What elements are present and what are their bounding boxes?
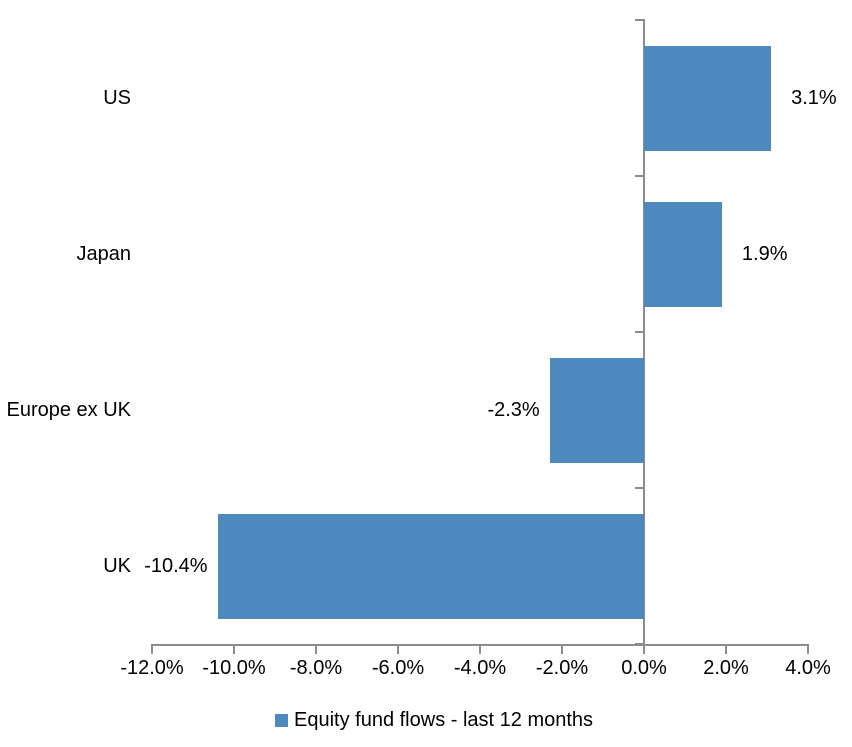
legend-marker-square [275, 713, 288, 727]
x-axis-tick [315, 644, 317, 654]
bar-japan [644, 201, 722, 307]
x-axis-tick [807, 644, 809, 654]
x-axis-tick [479, 644, 481, 654]
value-label-japan: 1.9% [741, 243, 788, 265]
x-axis-tick-label: 2.0% [703, 657, 749, 679]
category-label-europe-ex-uk: Europe ex UK [6, 399, 131, 421]
x-axis-tick-label: 0.0% [621, 657, 667, 679]
category-label-uk: UK [103, 555, 131, 577]
x-axis-tick [151, 644, 153, 654]
category-axis-tick [635, 175, 645, 177]
zero-axis-line [643, 20, 645, 646]
bar-us [644, 45, 772, 151]
legend-label: Equity fund flows - last 12 months [294, 709, 594, 731]
x-axis-tick-label: 4.0% [785, 657, 831, 679]
x-axis-tick [397, 644, 399, 654]
legend: Equity fund flows - last 12 months [275, 708, 593, 732]
x-axis-tick [233, 644, 235, 654]
bar-europe-ex-uk [549, 357, 644, 463]
x-axis-tick-label: -4.0% [453, 657, 507, 679]
x-axis-tick [561, 644, 563, 654]
x-axis-tick [725, 644, 727, 654]
x-axis-tick-label: -6.0% [371, 657, 425, 679]
x-axis-tick [643, 644, 645, 654]
value-label-uk: -10.4% [144, 555, 208, 577]
category-axis-tick [635, 19, 645, 21]
value-label-us: 3.1% [791, 87, 837, 109]
x-axis-tick-label: -2.0% [535, 657, 589, 679]
x-axis-tick-label: -8.0% [289, 657, 343, 679]
value-label-europe-ex-uk: -2.3% [487, 399, 540, 421]
category-axis-tick [635, 487, 645, 489]
bar-uk [217, 513, 644, 619]
x-axis-tick-label: -12.0% [120, 657, 184, 679]
category-label-us: US [103, 87, 131, 109]
x-axis-tick-label: -10.0% [202, 657, 266, 679]
category-axis-tick [635, 331, 645, 333]
category-axis-tick [635, 643, 645, 645]
category-label-japan: Japan [76, 243, 132, 265]
